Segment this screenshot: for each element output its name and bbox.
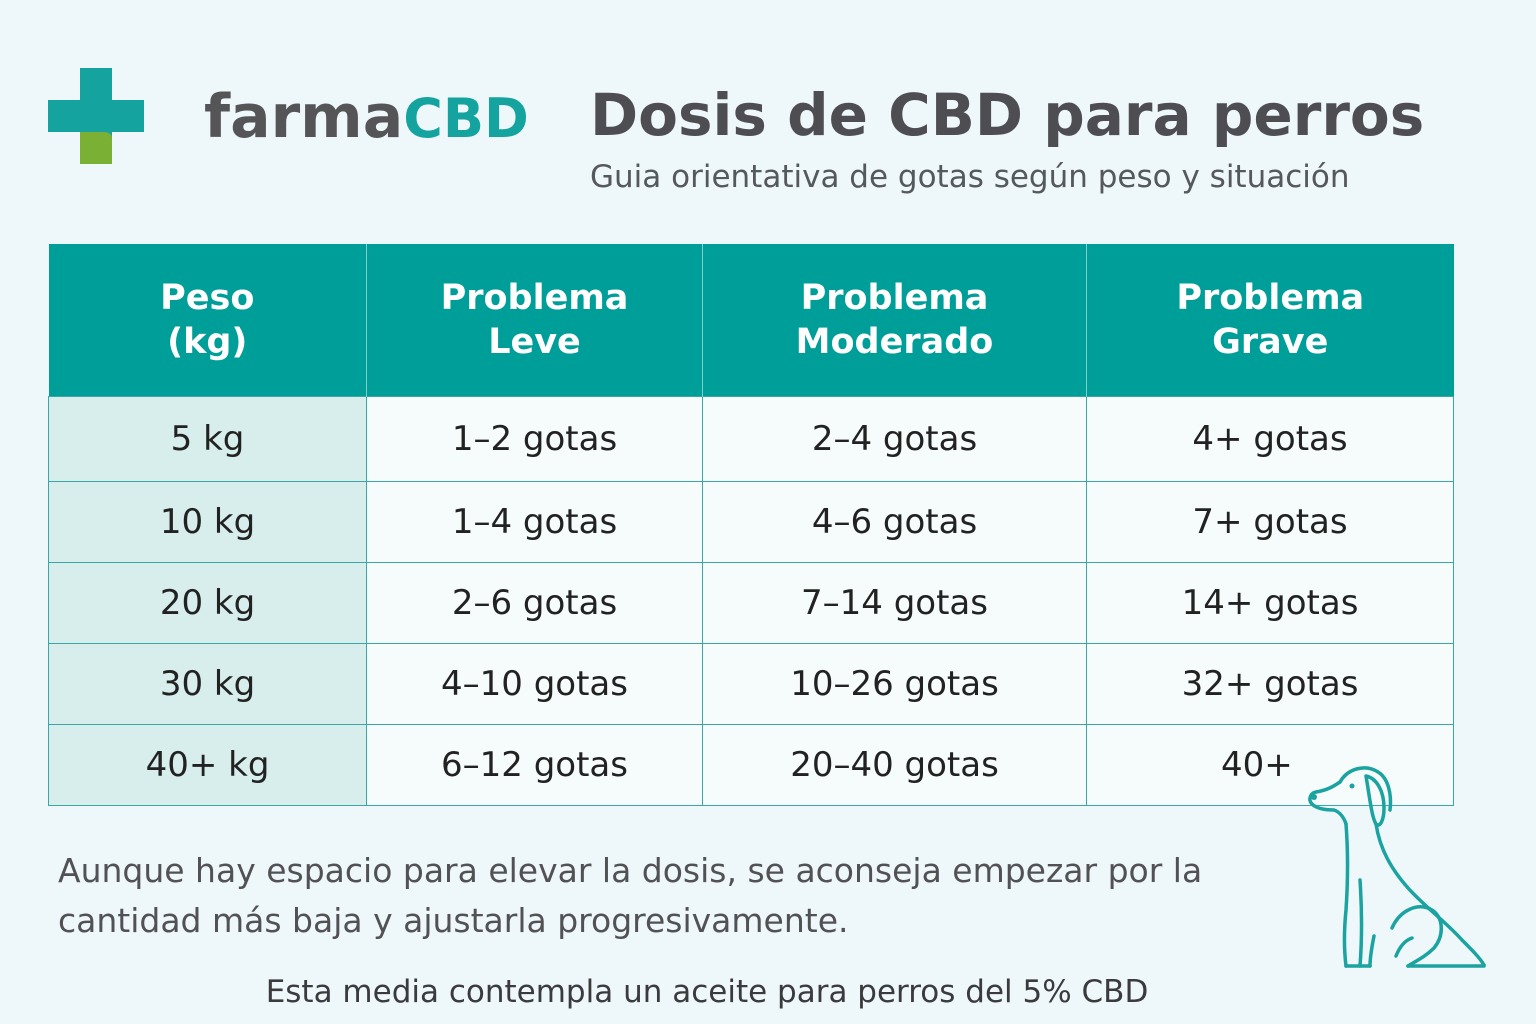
table-header-row: Peso (kg) Problema Leve Problema Moderado P… — [48, 244, 1454, 397]
table-row: 5 kg 1–2 gotas 2–4 gotas 4+ gotas — [48, 396, 1454, 482]
dose-cell-moderate: 20–40 gotas — [702, 724, 1087, 806]
weight-cell: 10 kg — [48, 481, 367, 563]
dose-cell-mild: 6–12 gotas — [366, 724, 703, 806]
dose-cell-severe: 4+ gotas — [1086, 396, 1454, 482]
header-label-line2: (kg) — [167, 322, 248, 362]
header-label-line1: Peso — [160, 278, 255, 318]
header-mild: Problema Leve — [366, 244, 703, 397]
weight-cell: 40+ kg — [48, 724, 367, 806]
table-row: 30 kg 4–10 gotas 10–26 gotas 32+ gotas — [48, 643, 1454, 725]
dose-cell-severe: 7+ gotas — [1086, 481, 1454, 563]
footer-note: Esta media contempla un aceite para perr… — [265, 974, 1149, 1010]
dosage-note: Aunque hay espacio para elevar la dosis,… — [58, 846, 1218, 946]
note-line1: Aunque hay espacio para elevar la dosis,… — [58, 851, 1203, 890]
header-label-line1: Problema — [800, 278, 989, 318]
dose-cell-mild: 2–6 gotas — [366, 562, 703, 644]
dose-cell-moderate: 4–6 gotas — [702, 481, 1087, 563]
sitting-dog-icon — [1308, 766, 1486, 968]
header-label-line2: Grave — [1212, 322, 1329, 362]
dose-cell-moderate: 7–14 gotas — [702, 562, 1087, 644]
dose-cell-severe: 32+ gotas — [1086, 643, 1454, 725]
note-line2: cantidad más baja y ajustarla progresiva… — [58, 901, 849, 940]
brand-logo: farmaCBD — [48, 68, 529, 168]
header-label-line2: Moderado — [795, 322, 994, 362]
page-title: Dosis de CBD para perros — [590, 81, 1425, 149]
dose-cell-severe: 40+ — [1086, 724, 1454, 806]
table-row: 10 kg 1–4 gotas 4–6 gotas 7+ gotas — [48, 481, 1454, 563]
header-weight: Peso (kg) — [48, 244, 367, 397]
weight-cell: 20 kg — [48, 562, 367, 644]
brand-name: farmaCBD — [204, 82, 529, 154]
brand-name-part1: farma — [204, 82, 404, 152]
header-label-line2: Leve — [488, 322, 581, 362]
dose-cell-severe: 14+ gotas — [1086, 562, 1454, 644]
brand-name-part2: CBD — [403, 87, 529, 150]
header-label-line1: Problema — [1176, 278, 1365, 318]
header-label-line1: Problema — [440, 278, 629, 318]
table-row: 40+ kg 6–12 gotas 20–40 gotas 40+ — [48, 724, 1454, 806]
dose-cell-moderate: 10–26 gotas — [702, 643, 1087, 725]
dose-cell-moderate: 2–4 gotas — [702, 396, 1087, 482]
header-severe: Problema Grave — [1086, 244, 1454, 397]
weight-cell: 5 kg — [48, 396, 367, 482]
page-subtitle: Guia orientativa de gotas según peso y s… — [590, 159, 1350, 195]
medical-cross-logo-icon — [48, 68, 144, 164]
dose-cell-mild: 1–4 gotas — [366, 481, 703, 563]
weight-cell: 30 kg — [48, 643, 367, 725]
dose-cell-mild: 1–2 gotas — [366, 396, 703, 482]
dose-cell-mild: 4–10 gotas — [366, 643, 703, 725]
dosage-table: Peso (kg) Problema Leve Problema Moderado P… — [48, 244, 1454, 806]
table-row: 20 kg 2–6 gotas 7–14 gotas 14+ gotas — [48, 562, 1454, 644]
header-moderate: Problema Moderado — [702, 244, 1087, 397]
